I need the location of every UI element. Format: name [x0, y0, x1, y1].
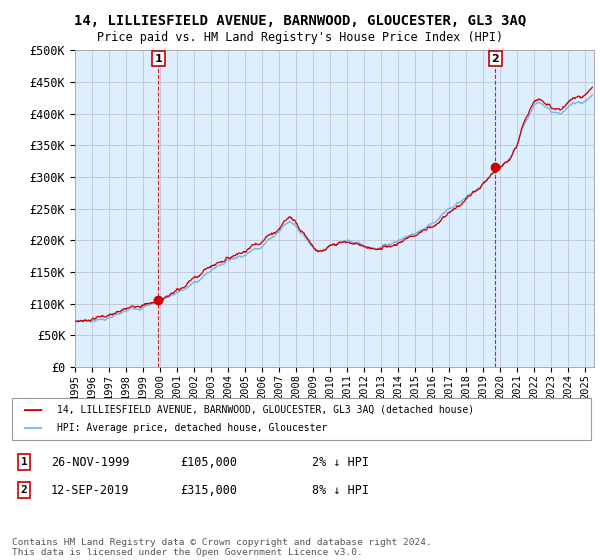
Text: HPI: Average price, detached house, Gloucester: HPI: Average price, detached house, Glou… [57, 423, 327, 433]
Text: 14, LILLIESFIELD AVENUE, BARNWOOD, GLOUCESTER, GL3 3AQ (detached house): 14, LILLIESFIELD AVENUE, BARNWOOD, GLOUC… [57, 404, 474, 414]
Text: ——: —— [24, 402, 42, 417]
Text: Contains HM Land Registry data © Crown copyright and database right 2024.
This d: Contains HM Land Registry data © Crown c… [12, 538, 432, 557]
Text: 1: 1 [155, 54, 162, 64]
Text: 12-SEP-2019: 12-SEP-2019 [51, 483, 130, 497]
Text: 2: 2 [20, 485, 28, 495]
Text: £105,000: £105,000 [180, 455, 237, 469]
Text: 8% ↓ HPI: 8% ↓ HPI [312, 483, 369, 497]
Text: £315,000: £315,000 [180, 483, 237, 497]
Text: 14, LILLIESFIELD AVENUE, BARNWOOD, GLOUCESTER, GL3 3AQ: 14, LILLIESFIELD AVENUE, BARNWOOD, GLOUC… [74, 14, 526, 28]
Text: 2% ↓ HPI: 2% ↓ HPI [312, 455, 369, 469]
Text: 2: 2 [491, 54, 499, 64]
Text: 26-NOV-1999: 26-NOV-1999 [51, 455, 130, 469]
Text: Price paid vs. HM Land Registry's House Price Index (HPI): Price paid vs. HM Land Registry's House … [97, 31, 503, 44]
Text: 1: 1 [20, 457, 28, 467]
Text: ——: —— [24, 421, 42, 435]
